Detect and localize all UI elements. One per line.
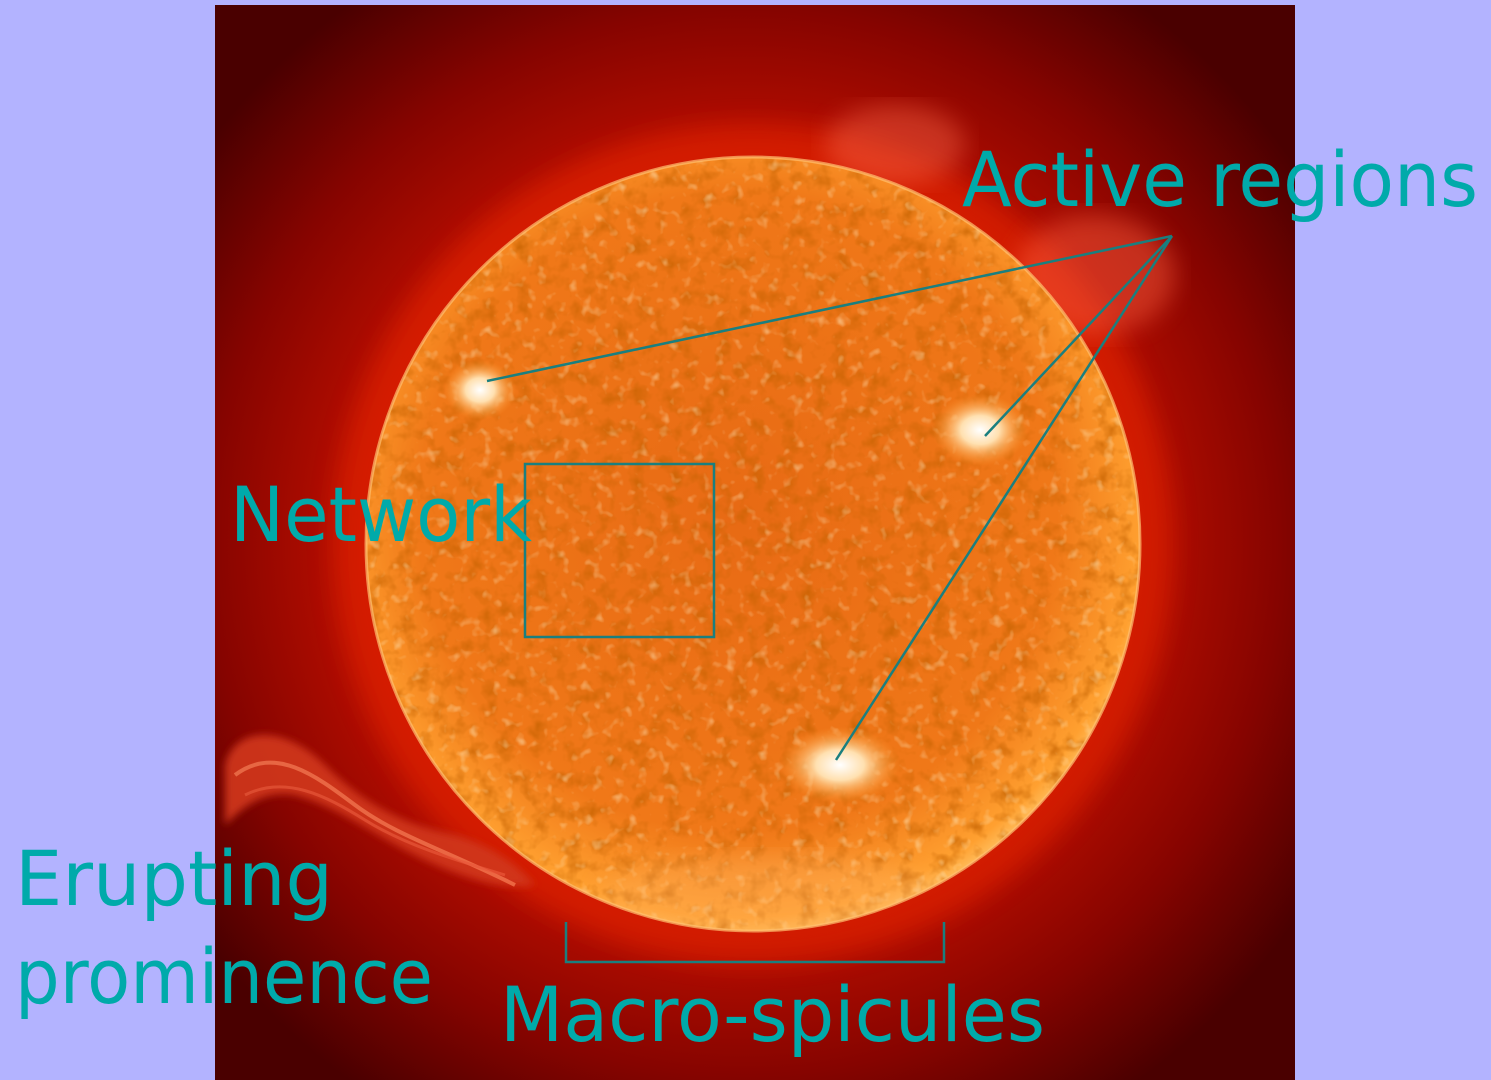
pointer-line-2	[984, 235, 1173, 437]
pointer-line-1	[486, 234, 1173, 383]
label-active-regions: Active regions	[962, 135, 1478, 224]
label-erupting: Erupting	[15, 834, 333, 923]
active-regions-pointers	[486, 234, 1174, 761]
label-network: Network	[230, 470, 532, 559]
sun-photo	[215, 5, 1295, 1080]
macro-spicules-bracket	[564, 922, 946, 964]
label-prominence: prominence	[15, 932, 433, 1021]
label-macro-spicules: Macro-spicules	[500, 970, 1045, 1059]
pointer-line-3	[834, 235, 1174, 761]
prominence-shape	[225, 735, 535, 887]
network-box	[523, 462, 716, 639]
